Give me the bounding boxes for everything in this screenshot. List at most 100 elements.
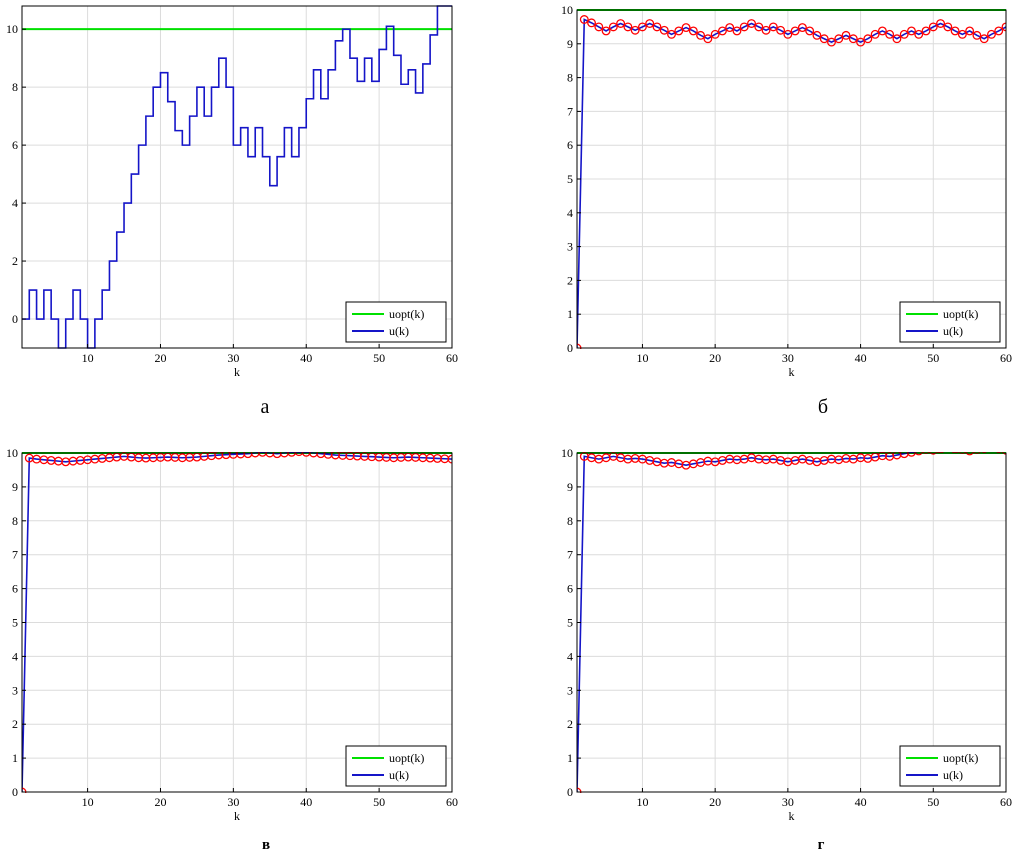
data-point-marker xyxy=(972,30,982,40)
data-point-marker xyxy=(587,18,596,28)
y-tick-label: 8 xyxy=(12,514,18,528)
x-tick-label: 30 xyxy=(227,795,239,809)
data-point-marker xyxy=(819,34,829,44)
y-tick-label: 7 xyxy=(567,548,573,562)
legend-label: u(k) xyxy=(389,768,409,782)
data-point-marker xyxy=(601,26,611,36)
y-tick-label: 6 xyxy=(12,582,18,596)
data-point-marker xyxy=(674,26,684,36)
data-point-marker xyxy=(747,19,756,28)
legend-label: u(k) xyxy=(943,768,963,782)
y-tick-label: 4 xyxy=(567,649,573,663)
y-tick-label: 0 xyxy=(567,785,573,799)
y-tick-label: 2 xyxy=(12,717,18,731)
x-axis-label: k xyxy=(789,365,795,379)
data-point-marker xyxy=(921,26,931,36)
x-tick-label: 10 xyxy=(82,795,94,809)
data-point-marker xyxy=(652,22,662,32)
legend-box xyxy=(899,301,1001,343)
data-point-marker xyxy=(630,25,640,35)
axes-box xyxy=(21,5,453,349)
chart-svg: 10 20 30 40 50 60 0 1 2 3 4 5 6 7 8 9 10 k uopt(k) u(k) xyxy=(6,446,458,823)
series-group xyxy=(22,5,452,349)
legend-label: uopt(k) xyxy=(389,307,424,321)
data-point-marker xyxy=(623,22,633,32)
caption-b: б xyxy=(817,396,829,418)
y-tick-label: 0 xyxy=(12,785,18,799)
x-axis-label: k xyxy=(234,809,240,823)
data-point-marker xyxy=(783,29,793,39)
x-tick-label: 60 xyxy=(446,795,458,809)
x-tick-label: 60 xyxy=(1000,351,1012,365)
data-point-marker xyxy=(914,452,924,456)
data-point-marker xyxy=(616,19,626,28)
y-tick-label: 6 xyxy=(12,138,18,152)
data-point-marker xyxy=(812,30,822,40)
x-tick-label: 20 xyxy=(154,351,166,365)
data-point-marker xyxy=(667,29,676,39)
data-point-marker xyxy=(965,26,975,36)
y-tick-label: 10 xyxy=(6,22,18,36)
y-tick-label: 7 xyxy=(12,548,18,562)
y-tick-label: 9 xyxy=(12,480,18,494)
legend-label: u(k) xyxy=(943,324,963,338)
y-tick-label: 9 xyxy=(567,480,573,494)
data-point-marker xyxy=(988,443,996,451)
data-point-marker xyxy=(294,452,304,457)
y-tick-label: 8 xyxy=(567,71,573,85)
y-tick-label: 0 xyxy=(567,341,573,355)
y-tick-label: 3 xyxy=(12,683,18,697)
data-point-marker xyxy=(856,37,866,47)
y-tick-label: 10 xyxy=(561,3,573,17)
caption-g: г xyxy=(817,837,825,853)
y-tick-label: 7 xyxy=(567,104,573,118)
plot-area xyxy=(22,6,452,348)
y-tick-label: 3 xyxy=(567,683,573,697)
data-point-marker xyxy=(776,25,786,35)
data-point-marker xyxy=(914,29,924,39)
data-point-marker xyxy=(957,29,967,39)
x-tick-label: 50 xyxy=(927,351,939,365)
caption-v: в xyxy=(261,837,271,853)
data-point-marker xyxy=(710,29,720,39)
data-point-marker xyxy=(659,25,669,35)
legend-box xyxy=(899,745,1001,787)
chart-svg: 10 20 30 40 50 60 0 1 2 3 4 5 6 7 8 9 10 k uopt(k) u(k) xyxy=(561,3,1012,379)
data-point-marker xyxy=(950,26,960,36)
y-tick-label: 5 xyxy=(12,616,18,630)
y-tick-label: 6 xyxy=(567,582,573,596)
data-point-marker xyxy=(979,34,989,44)
x-tick-label: 10 xyxy=(636,351,648,365)
x-tick-label: 30 xyxy=(782,351,794,365)
legend-box xyxy=(345,745,447,787)
data-point-marker xyxy=(951,452,959,454)
data-point-marker xyxy=(688,26,698,36)
data-point-marker xyxy=(877,26,887,36)
data-point-marker xyxy=(947,452,949,453)
data-point-marker xyxy=(579,15,589,24)
data-point-marker xyxy=(637,22,647,32)
data-point-marker xyxy=(732,26,742,36)
x-tick-label: 30 xyxy=(782,795,794,809)
data-point-marker xyxy=(725,23,735,33)
y-tick-label: 8 xyxy=(567,514,573,528)
y-tick-label: 5 xyxy=(567,616,573,630)
data-point-marker xyxy=(696,30,706,40)
data-point-marker xyxy=(608,22,618,32)
x-tick-label: 20 xyxy=(709,351,721,365)
x-tick-label: 10 xyxy=(636,795,648,809)
legend-label: u(k) xyxy=(389,324,409,338)
data-point-marker xyxy=(645,19,655,28)
x-tick-label: 40 xyxy=(300,351,312,365)
data-point-marker xyxy=(768,22,778,32)
data-point-marker xyxy=(996,452,1002,453)
data-point-marker xyxy=(965,452,974,456)
y-tick-label: 1 xyxy=(567,307,573,321)
legend-label: uopt(k) xyxy=(389,751,424,765)
x-tick-label: 20 xyxy=(709,795,721,809)
data-point-marker xyxy=(936,19,946,28)
y-tick-label: 1 xyxy=(12,751,18,765)
data-point-marker xyxy=(790,26,800,36)
x-tick-label: 60 xyxy=(1000,795,1012,809)
chart-panel-b: 10 20 30 40 50 60 0 1 2 3 4 5 6 7 8 9 10 k uopt(k) u(k) xyxy=(555,0,1021,400)
